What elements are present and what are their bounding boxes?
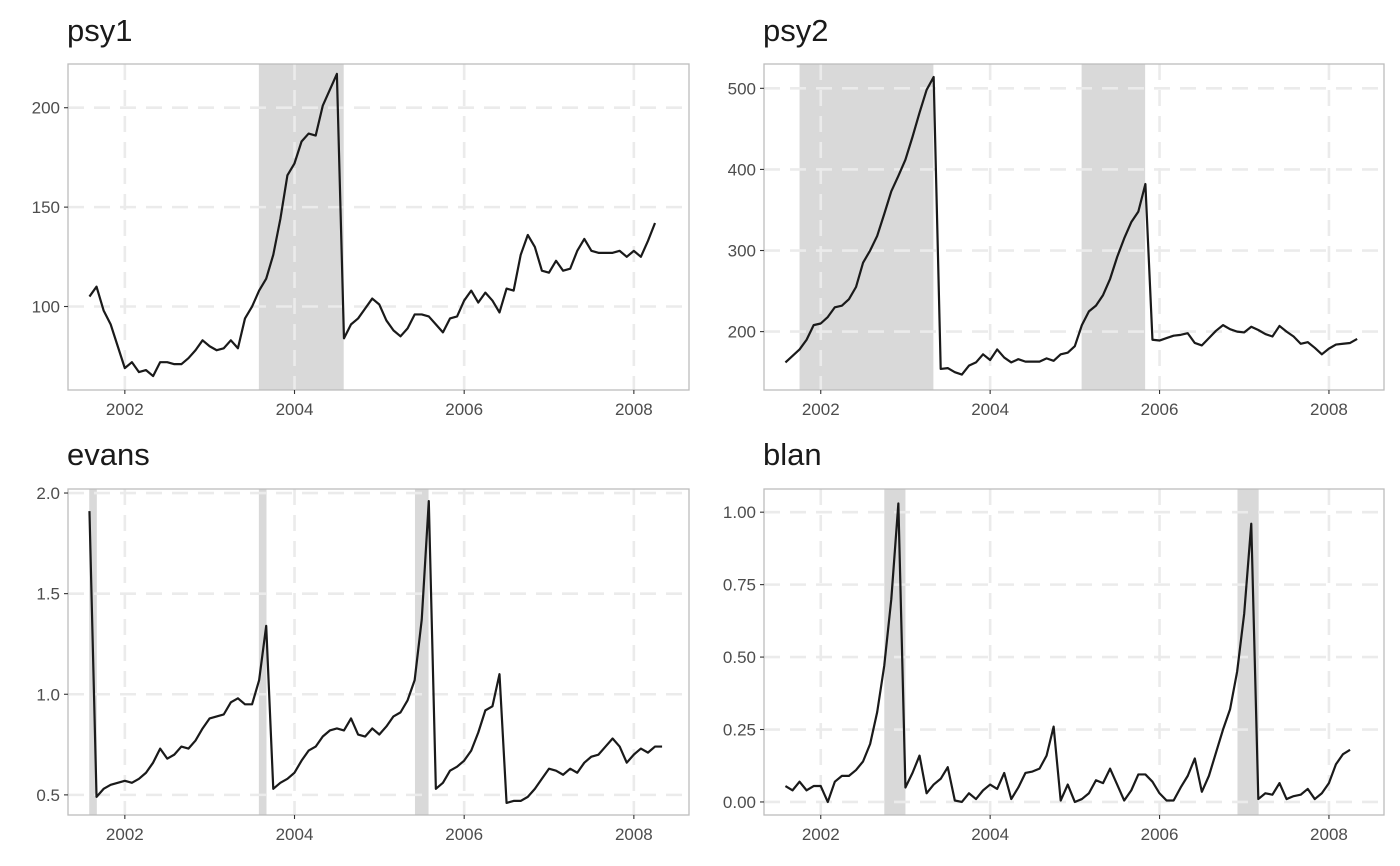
panel-border (68, 489, 689, 815)
y-tick-label: 400 (728, 160, 756, 179)
panel-title: psy2 (763, 13, 828, 48)
y-tick-label: 150 (32, 198, 60, 217)
x-tick-label: 2006 (1141, 825, 1179, 844)
x-tick-label: 2006 (445, 400, 483, 419)
y-tick-label: 300 (728, 242, 756, 261)
series-line (89, 74, 655, 376)
x-tick-label: 2008 (615, 825, 653, 844)
panel-evans: evans 2002 2004 2006 2008 0.5 1.0 1.5 2.0 (36, 437, 689, 844)
y-tick-label: 1.00 (723, 503, 756, 522)
series-line (785, 503, 1350, 801)
y-tick-label: 0.50 (723, 648, 756, 667)
shaded-period (259, 64, 344, 390)
panel-title: blan (763, 437, 822, 472)
panel-title: psy1 (67, 13, 132, 48)
panel-psy1: psy1 2002 2004 2006 2008 100 150 200 (32, 13, 689, 419)
y-tick-label: 0.5 (36, 786, 60, 805)
panel-psy2: psy2 2002 2004 2006 2008 200 300 400 500 (728, 13, 1384, 419)
y-tick-label: 0.00 (723, 793, 756, 812)
y-tick-label: 200 (728, 323, 756, 342)
x-tick-label: 2006 (445, 825, 483, 844)
y-tick-label: 0.25 (723, 721, 756, 740)
x-tick-label: 2006 (1141, 400, 1179, 419)
panel-blan: blan 2002 2004 2006 2008 0.00 0.25 0.50 0.75 1.00 (723, 437, 1384, 844)
x-tick-label: 2002 (106, 825, 144, 844)
x-tick-label: 2004 (276, 825, 314, 844)
x-tick-label: 2002 (106, 400, 144, 419)
y-tick-label: 100 (32, 298, 60, 317)
y-tick-label: 500 (728, 79, 756, 98)
x-tick-label: 2002 (802, 400, 840, 419)
y-tick-label: 0.75 (723, 576, 756, 595)
y-tick-label: 1.0 (36, 685, 60, 704)
y-tick-label: 1.5 (36, 585, 60, 604)
x-tick-label: 2004 (276, 400, 314, 419)
x-tick-label: 2004 (971, 400, 1009, 419)
panel-title: evans (67, 437, 150, 472)
panel-border (68, 64, 689, 390)
x-tick-label: 2004 (971, 825, 1009, 844)
x-tick-label: 2008 (615, 400, 653, 419)
x-tick-label: 2008 (1310, 825, 1348, 844)
y-tick-label: 200 (32, 99, 60, 118)
x-tick-label: 2008 (1310, 400, 1348, 419)
panel-border (764, 489, 1384, 815)
series-line (89, 501, 662, 803)
y-tick-label: 2.0 (36, 484, 60, 503)
shaded-period (1082, 64, 1146, 390)
x-tick-label: 2002 (802, 825, 840, 844)
